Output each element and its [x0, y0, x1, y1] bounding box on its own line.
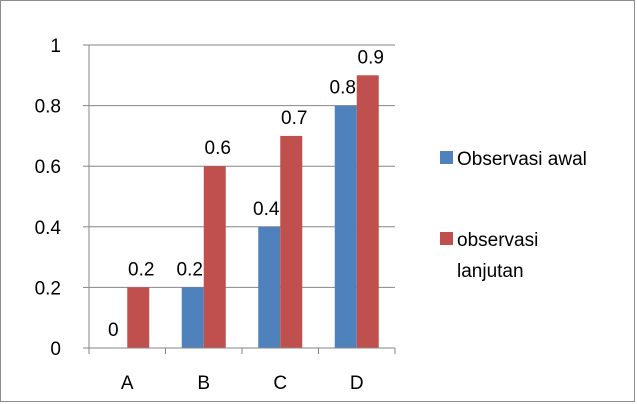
bars	[127, 75, 379, 349]
data-labels: 0 0.2 0.4 0.8 0.2 0.6 0.7 0.9	[108, 47, 384, 341]
legend-label: observasi	[457, 230, 538, 251]
x-tick-label: C	[273, 373, 287, 394]
legend-label: lanjutan	[457, 261, 524, 282]
y-tick-label: 1	[50, 36, 61, 57]
y-tick-label: 0	[50, 339, 61, 360]
data-label: 0.6	[205, 138, 231, 159]
legend: Observasi awal observasi lanjutan	[440, 149, 587, 282]
y-tick-label: 0.6	[35, 157, 61, 178]
data-label: 0.8	[330, 78, 356, 99]
bar-observasi-lanjutan	[127, 287, 150, 348]
y-tick-label: 0.2	[35, 278, 61, 299]
bar-observasi-awal	[258, 226, 281, 348]
bar-observasi-lanjutan	[356, 75, 379, 349]
bar-observasi-awal	[334, 105, 357, 348]
x-tick-label: D	[350, 373, 364, 394]
axes: 0 0.2 0.4 0.6 0.8 1 A B C D	[35, 36, 396, 394]
data-label: 0.9	[358, 47, 384, 68]
y-tick-label: 0.4	[35, 218, 62, 239]
legend-swatch	[440, 151, 453, 164]
data-label: 0.7	[281, 108, 307, 129]
data-label: 0	[108, 320, 119, 341]
y-tick-label: 0.8	[35, 97, 61, 118]
x-tick-label: B	[197, 373, 210, 394]
data-label: 0.4	[253, 199, 280, 220]
legend-label: Observasi awal	[457, 149, 587, 170]
data-label: 0.2	[177, 259, 203, 280]
x-tick-label: A	[121, 373, 134, 394]
legend-swatch	[440, 232, 453, 245]
bar-observasi-lanjutan	[280, 135, 303, 348]
data-label: 0.2	[128, 259, 154, 280]
bar-observasi-lanjutan	[203, 166, 226, 348]
bar-observasi-awal	[181, 287, 204, 348]
